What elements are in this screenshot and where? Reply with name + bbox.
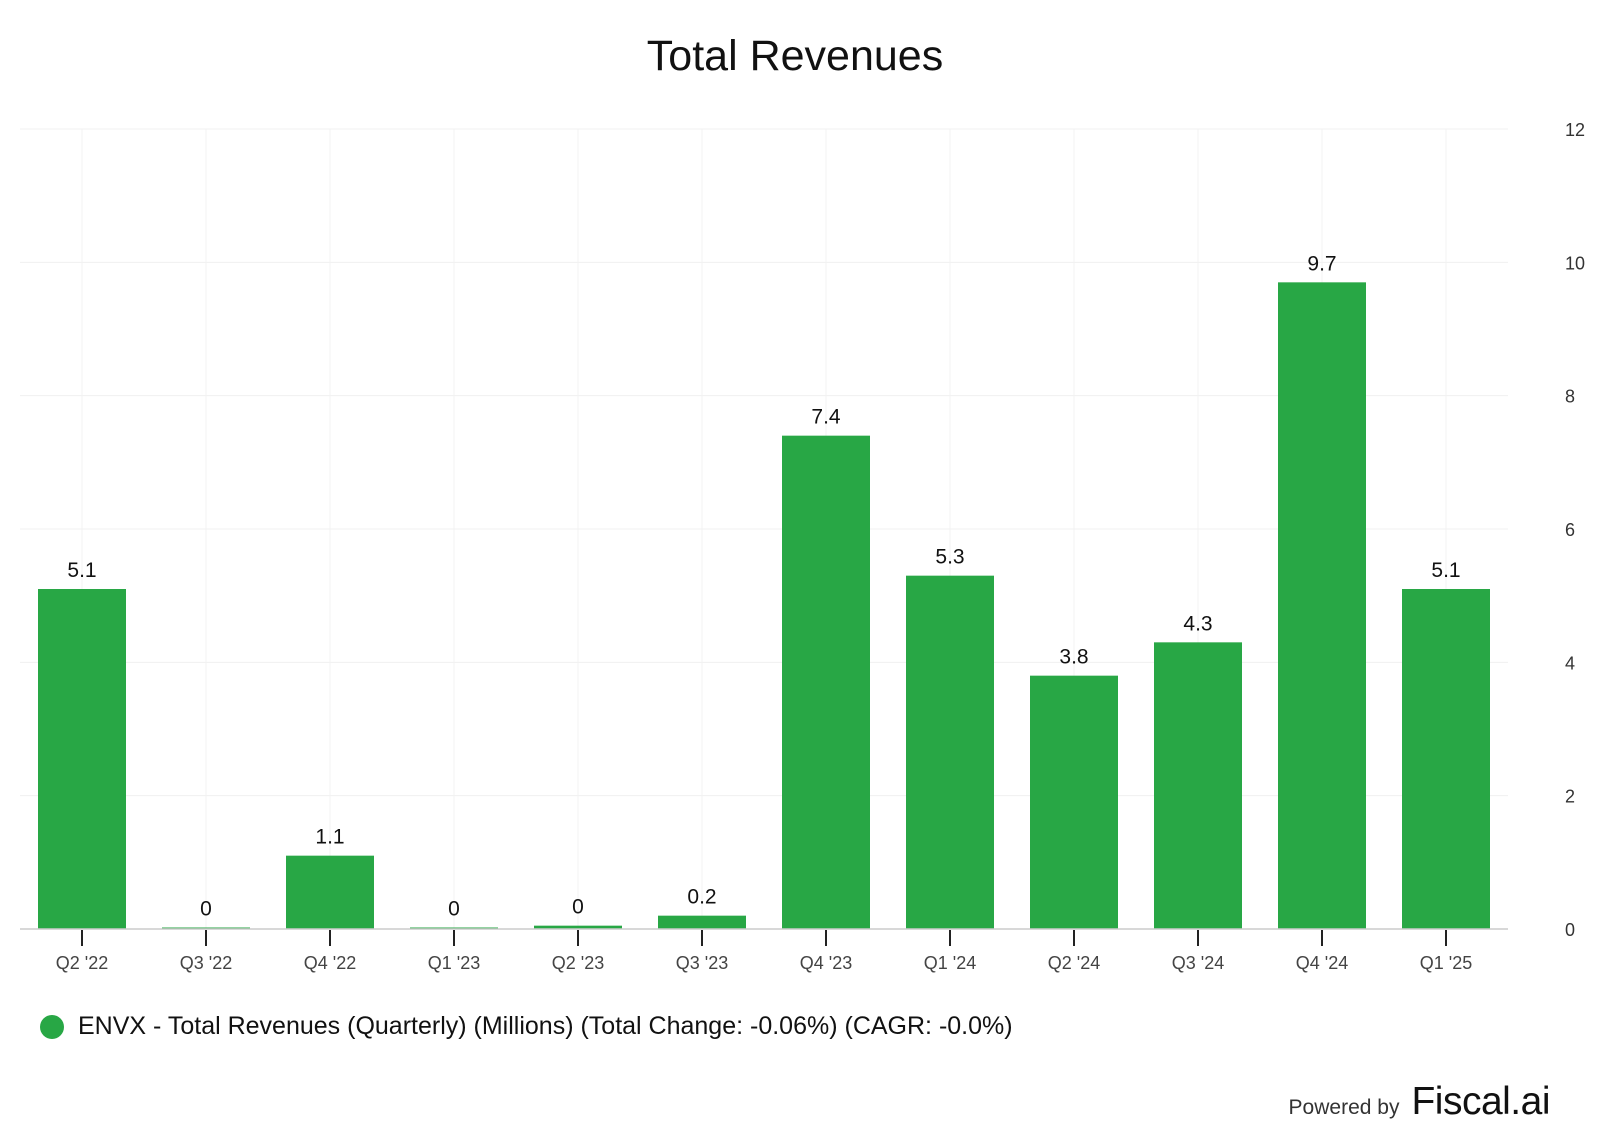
chart-title: Total Revenues <box>646 32 944 80</box>
x-tick-label: Q4 '24 <box>1296 953 1348 973</box>
bar-8[interactable] <box>906 575 994 929</box>
x-tick-label: Q1 '25 <box>1420 953 1472 973</box>
legend-marker <box>40 1014 64 1039</box>
bar-value-label: 9.7 <box>1307 252 1336 275</box>
bar-value-label: 3.8 <box>1059 646 1088 669</box>
bar-9[interactable] <box>1030 675 1118 929</box>
legend-series-label: ENVX - Total Revenues (Quarterly) (Milli… <box>78 1012 1013 1040</box>
x-tick-label: Q3 '23 <box>676 953 728 973</box>
x-tick-label: Q4 '22 <box>304 953 356 973</box>
bar-6[interactable] <box>658 915 746 929</box>
bar-7[interactable] <box>782 435 870 929</box>
x-tick-label: Q2 '22 <box>56 953 108 973</box>
y-tick-label: 2 <box>1565 787 1575 807</box>
x-tick-label: Q2 '24 <box>1048 953 1100 973</box>
x-tick-label: Q3 '22 <box>180 953 232 973</box>
bar-1[interactable] <box>38 589 126 929</box>
y-tick-label: 10 <box>1565 253 1585 273</box>
legend[interactable]: ENVX - Total Revenues (Quarterly) (Milli… <box>40 1012 1013 1041</box>
y-tick-label: 4 <box>1565 653 1575 673</box>
bar-12[interactable] <box>1402 589 1490 929</box>
bar-value-label: 0 <box>448 898 460 921</box>
bar-value-label: 4.3 <box>1183 612 1212 635</box>
bar-chart: 0 2 4 6 8 10 12 Q2 '22 Q3 '22 Q4 '22 Q1 '23 Q2 '23 Q… <box>20 120 1585 973</box>
brand-logo: Fiscal.ai <box>1411 1080 1550 1123</box>
bar-value-label: 0.2 <box>687 886 716 909</box>
y-tick-label: 6 <box>1565 520 1575 540</box>
x-tick-label: Q2 '23 <box>552 953 604 973</box>
bar-value-label: 0 <box>572 896 584 919</box>
bar-value-label: 7.4 <box>811 406 841 429</box>
bar-value-label: 5.1 <box>67 559 96 582</box>
bar-10[interactable] <box>1154 642 1242 929</box>
bar-5[interactable] <box>534 925 622 929</box>
x-tick-label: Q1 '23 <box>428 953 480 973</box>
y-tick-label: 8 <box>1565 387 1575 407</box>
x-tick-label: Q4 '23 <box>800 953 852 973</box>
bar-value-label: 1.1 <box>315 826 344 849</box>
bar-value-label: 5.3 <box>935 546 964 569</box>
y-tick-label: 12 <box>1565 120 1585 140</box>
x-tick-label: Q3 '24 <box>1172 953 1224 973</box>
powered-by-label: Powered by <box>1288 1096 1400 1119</box>
bar-3[interactable] <box>286 855 374 929</box>
bar-value-label: 0 <box>200 898 212 921</box>
bar-11[interactable] <box>1278 282 1366 929</box>
y-tick-label: 0 <box>1565 920 1575 940</box>
x-tick-label: Q1 '24 <box>924 953 976 973</box>
powered-by-badge[interactable]: Powered by Fiscal.ai <box>1288 1080 1551 1124</box>
bar-value-label: 5.1 <box>1431 559 1460 582</box>
